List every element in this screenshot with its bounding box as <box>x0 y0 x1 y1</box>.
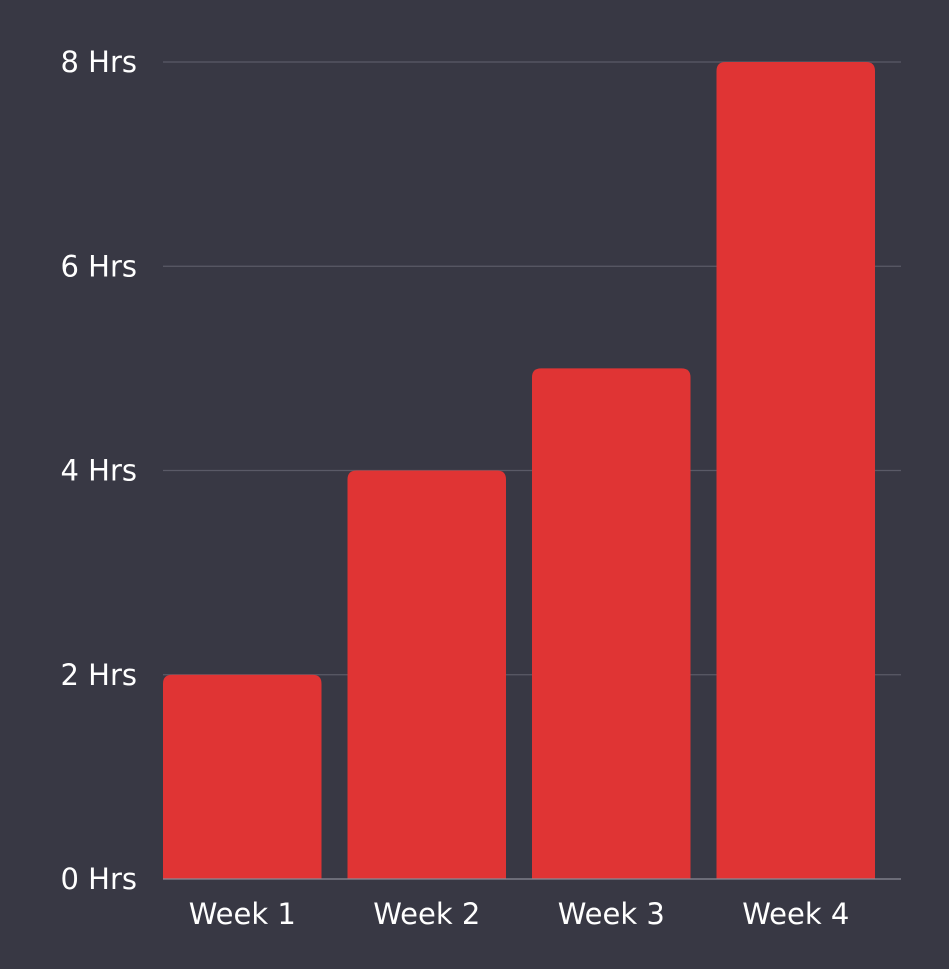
x-tick-label: Week 4 <box>742 897 849 931</box>
bar-week-3 <box>532 368 691 879</box>
x-tick-label: Week 2 <box>373 897 480 931</box>
y-tick-label: 8 Hrs <box>60 45 137 79</box>
x-tick-label: Week 3 <box>558 897 665 931</box>
bar-week-4 <box>716 62 875 879</box>
bars <box>163 62 875 879</box>
y-tick-label: 2 Hrs <box>60 658 137 692</box>
y-axis-tick-labels: 0 Hrs 2 Hrs 4 Hrs 6 Hrs 8 Hrs <box>60 45 137 896</box>
x-axis-tick-labels: Week 1 Week 2 Week 3 Week 4 <box>189 897 850 931</box>
y-tick-label: 4 Hrs <box>60 454 137 488</box>
bar-week-1 <box>163 674 322 879</box>
y-tick-label: 0 Hrs <box>60 862 137 896</box>
x-tick-label: Week 1 <box>189 897 296 931</box>
y-tick-label: 6 Hrs <box>60 249 137 283</box>
bar-week-2 <box>347 470 506 879</box>
